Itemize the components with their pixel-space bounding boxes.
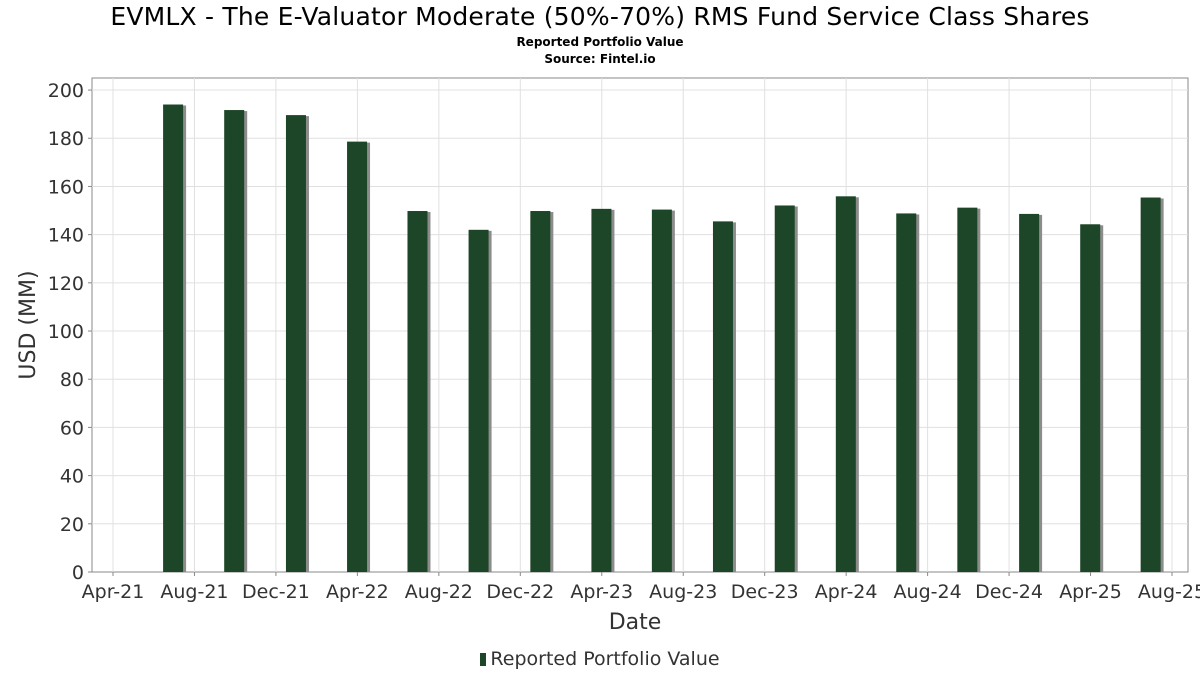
x-tick-label: Aug-22 xyxy=(405,581,473,603)
bar xyxy=(468,229,489,572)
bar xyxy=(591,208,612,572)
y-tick-label: 0 xyxy=(72,562,84,584)
bar xyxy=(163,104,184,572)
plot-area xyxy=(91,77,1189,573)
bar xyxy=(712,221,733,572)
x-tick-label: Aug-21 xyxy=(160,581,228,603)
x-tick-label: Dec-23 xyxy=(731,581,799,603)
x-tick-label: Apr-24 xyxy=(815,581,878,603)
bar xyxy=(1140,197,1161,572)
y-tick-label: 200 xyxy=(48,80,84,102)
bar xyxy=(347,141,368,572)
y-tick-label: 140 xyxy=(48,225,84,247)
bars xyxy=(163,104,1164,573)
legend-swatch xyxy=(480,653,487,666)
y-tick-label: 180 xyxy=(48,128,84,150)
legend: Reported Portfolio Value xyxy=(0,648,1200,670)
x-tick-label: Apr-22 xyxy=(326,581,389,603)
y-tick-label: 80 xyxy=(60,369,84,391)
y-tick-label: 20 xyxy=(60,514,84,536)
chart-subtitle: Reported Portfolio Value xyxy=(516,35,684,49)
bar xyxy=(407,211,428,572)
x-tick-label: Aug-25 xyxy=(1138,581,1200,603)
bar xyxy=(835,196,856,572)
x-tick-label: Apr-21 xyxy=(82,581,145,603)
y-tick-label: 160 xyxy=(48,176,84,198)
x-tick-label: Dec-22 xyxy=(486,581,554,603)
x-tick-label: Dec-24 xyxy=(975,581,1043,603)
x-tick-label: Aug-24 xyxy=(894,581,962,603)
x-axis-title: Date xyxy=(609,610,662,635)
chart-source: Source: Fintel.io xyxy=(544,52,656,66)
x-tick-label: Apr-23 xyxy=(570,581,633,603)
x-tick-label: Aug-23 xyxy=(649,581,717,603)
bar xyxy=(957,207,978,572)
bar xyxy=(1019,213,1040,572)
y-axis-title: USD (MM) xyxy=(16,270,41,379)
bar xyxy=(651,209,672,572)
y-tick-label: 60 xyxy=(60,417,84,439)
axes: 0 20 40 60 80 100 120 140 160 180 200 Apr-21 Aug-21 D… xyxy=(48,80,1200,603)
bar xyxy=(285,115,306,573)
x-tick-label: Dec-21 xyxy=(242,581,310,603)
bar xyxy=(530,211,551,572)
bar xyxy=(224,110,245,573)
bar xyxy=(896,213,917,573)
y-tick-label: 100 xyxy=(48,321,84,343)
bar xyxy=(1080,224,1101,572)
y-tick-label: 40 xyxy=(60,466,84,488)
x-tick-label: Apr-25 xyxy=(1059,581,1122,603)
chart-title: EVMLX - The E-Valuator Moderate (50%-70%… xyxy=(110,2,1090,31)
legend-label: Reported Portfolio Value xyxy=(490,648,720,670)
bar xyxy=(774,205,795,572)
y-tick-label: 120 xyxy=(48,273,84,295)
